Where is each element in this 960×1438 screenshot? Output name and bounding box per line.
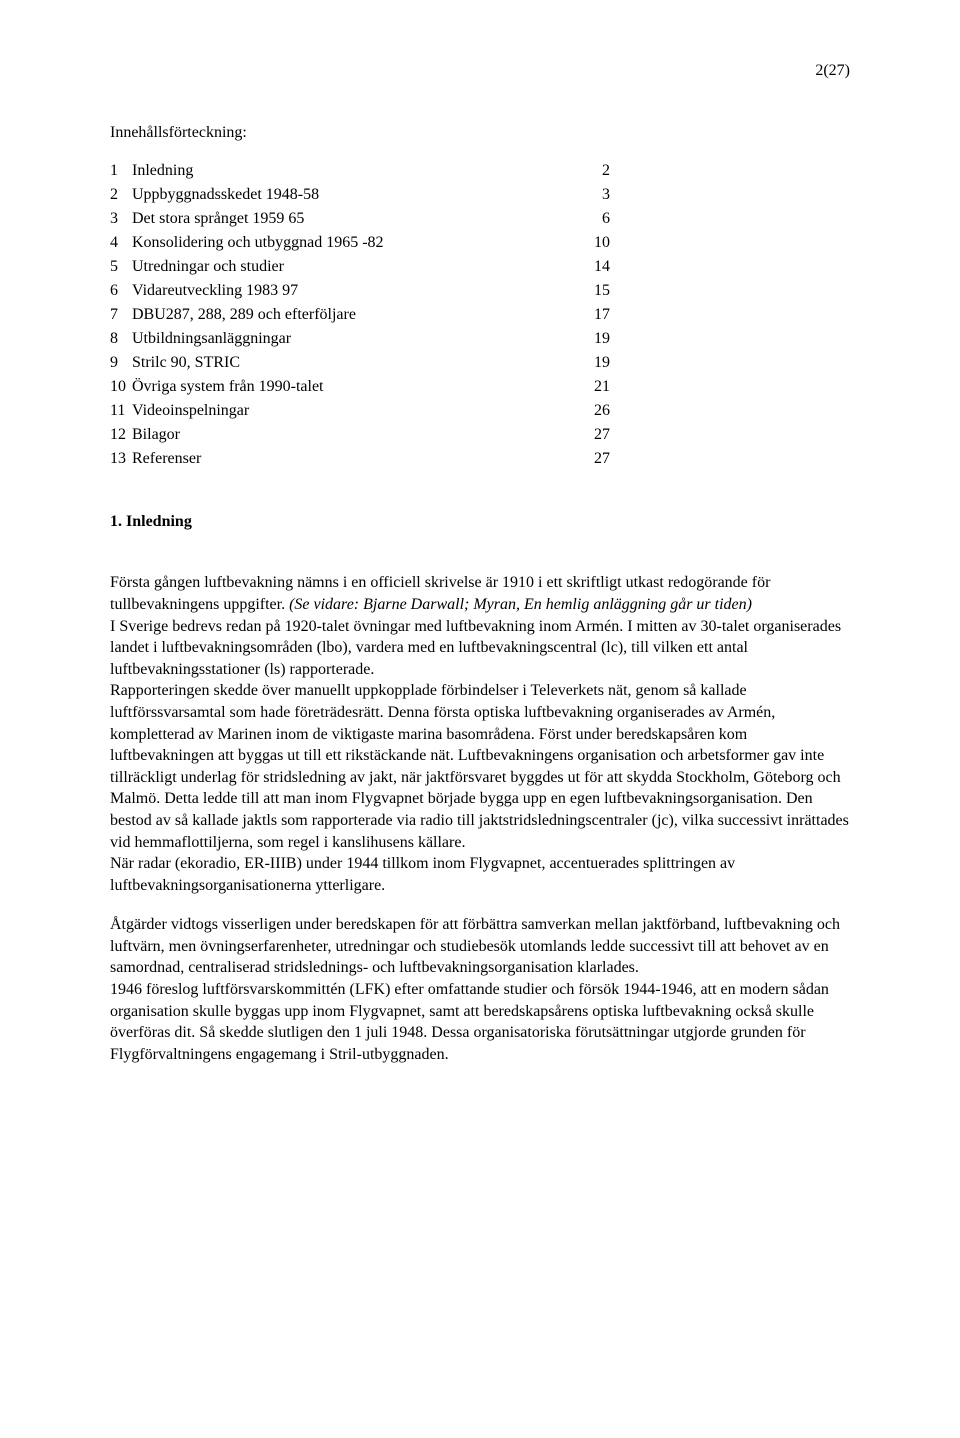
- toc-page: 21: [594, 375, 850, 399]
- toc-page: 27: [594, 447, 850, 471]
- toc-page: 17: [594, 303, 850, 327]
- toc-number: 1: [110, 159, 132, 183]
- toc-row: 4Konsolidering och utbyggnad 1965 -8210: [110, 231, 850, 255]
- toc-label: Övriga system från 1990-talet: [132, 375, 594, 399]
- toc-number: 13: [110, 447, 132, 471]
- toc-row: 12Bilagor27: [110, 423, 850, 447]
- toc-label: Vidareutveckling 1983 97: [132, 279, 594, 303]
- toc-number: 2: [110, 183, 132, 207]
- toc-row: 6Vidareutveckling 1983 9715: [110, 279, 850, 303]
- toc-label: Videoinspelningar: [132, 399, 594, 423]
- toc-number: 5: [110, 255, 132, 279]
- paragraph-italic: (Se vidare: Bjarne Darwall; Myran, En he…: [289, 596, 752, 613]
- toc-number: 4: [110, 231, 132, 255]
- toc-label: Det stora språnget 1959 65: [132, 207, 602, 231]
- body-paragraph: Första gången luftbevakning nämns i en o…: [110, 551, 850, 897]
- toc-page: 6: [602, 207, 850, 231]
- toc-label: Utbildningsanläggningar: [132, 327, 594, 351]
- toc-number: 10: [110, 375, 132, 399]
- toc-page: 27: [594, 423, 850, 447]
- toc-page: 14: [594, 255, 850, 279]
- toc-row: 7DBU287, 288, 289 och efterföljare17: [110, 303, 850, 327]
- toc-page: 15: [594, 279, 850, 303]
- toc-row: 5Utredningar och studier14: [110, 255, 850, 279]
- toc-page: 2: [602, 159, 850, 183]
- toc-row: 8Utbildningsanläggningar19: [110, 327, 850, 351]
- toc-number: 11: [110, 399, 132, 423]
- toc-page: 10: [594, 231, 850, 255]
- toc-row: 1Inledning2: [110, 159, 850, 183]
- paragraph-text: I Sverige bedrevs redan på 1920-talet öv…: [110, 618, 849, 894]
- toc-row: 9Strilc 90, STRIC19: [110, 351, 850, 375]
- toc-number: 6: [110, 279, 132, 303]
- toc-number: 7: [110, 303, 132, 327]
- toc-page: 19: [594, 351, 850, 375]
- toc-row: 13Referenser27: [110, 447, 850, 471]
- toc-number: 9: [110, 351, 132, 375]
- body-paragraph: Åtgärder vidtogs visserligen under bered…: [110, 914, 850, 1065]
- toc-label: Strilc 90, STRIC: [132, 351, 594, 375]
- toc-row: 2Uppbyggnadsskedet 1948-583: [110, 183, 850, 207]
- toc-label: Utredningar och studier: [132, 255, 594, 279]
- toc-label: Referenser: [132, 447, 594, 471]
- page-number: 2(27): [110, 60, 850, 82]
- toc-number: 12: [110, 423, 132, 447]
- toc-number: 8: [110, 327, 132, 351]
- toc-number: 3: [110, 207, 132, 231]
- toc-label: Uppbyggnadsskedet 1948-58: [132, 183, 602, 207]
- toc-page: 3: [602, 183, 850, 207]
- toc-label: Bilagor: [132, 423, 594, 447]
- toc-row: 11Videoinspelningar26: [110, 399, 850, 423]
- section-heading: 1. Inledning: [110, 511, 850, 533]
- toc-label: Konsolidering och utbyggnad 1965 -82: [132, 231, 594, 255]
- toc-row: 3Det stora språnget 1959 656: [110, 207, 850, 231]
- toc-page: 19: [594, 327, 850, 351]
- toc-label: DBU287, 288, 289 och efterföljare: [132, 303, 594, 327]
- table-of-contents: 1Inledning22Uppbyggnadsskedet 1948-5833D…: [110, 159, 850, 471]
- toc-label: Inledning: [132, 159, 602, 183]
- toc-row: 10Övriga system från 1990-talet21: [110, 375, 850, 399]
- toc-page: 26: [594, 399, 850, 423]
- toc-title: Innehållsförteckning:: [110, 122, 850, 144]
